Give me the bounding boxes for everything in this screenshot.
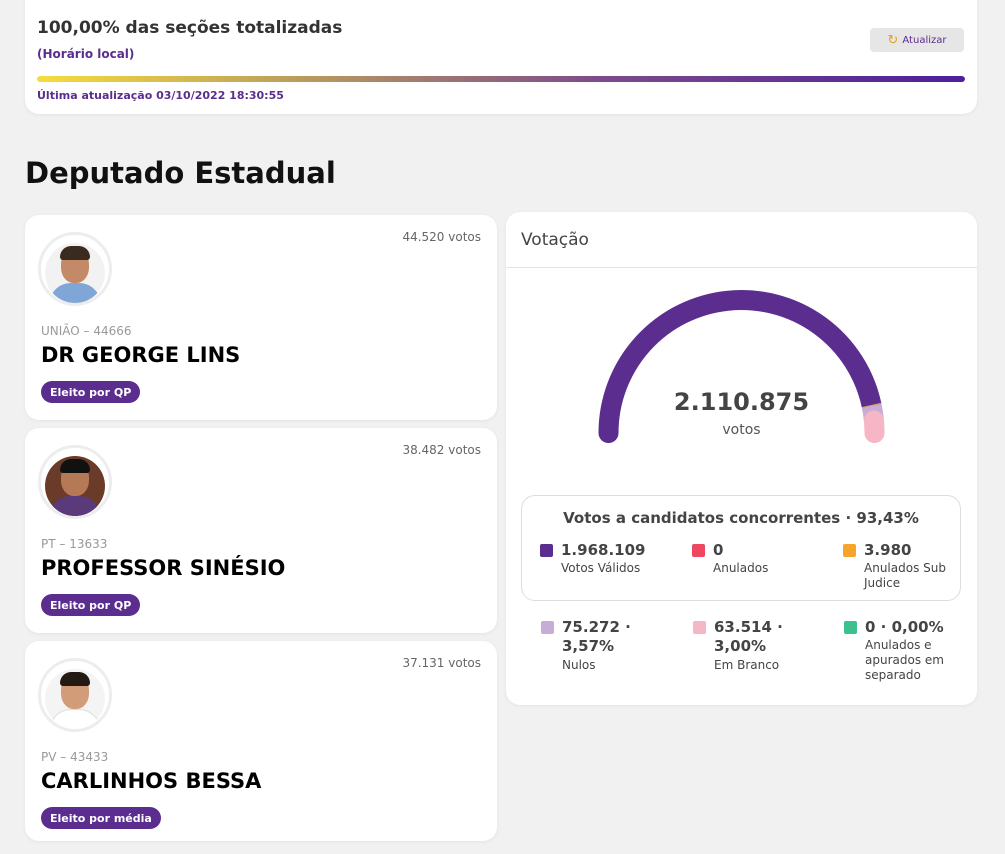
votes-summary-title: Votação: [521, 230, 589, 250]
candidate-card[interactable]: 44.520 votos UNIÃO – 44666 DR GEORGE LIN…: [25, 215, 497, 420]
votes-summary-card: Votação 2.110.875 votos Votos a candidat…: [506, 212, 977, 705]
totalization-status-card: 100,00% das seções totalizadas (Horário …: [25, 0, 977, 114]
gauge-segment-branco: [863, 410, 885, 443]
gauge-segment-validos: [598, 290, 882, 443]
section-title: Deputado Estadual: [25, 156, 336, 190]
candidate-party-number: PV – 43433: [41, 750, 109, 764]
candidate-card[interactable]: 38.482 votos PT – 13633 PROFESSOR SINÉSI…: [25, 428, 497, 633]
sub-judice-value: 3.980: [864, 541, 912, 559]
local-time-note: (Horário local): [37, 47, 135, 61]
total-votes-unit: votos: [722, 422, 761, 438]
candidate-photo: [38, 232, 112, 306]
candidate-photo: [38, 658, 112, 732]
candidate-party-number: UNIÃO – 44666: [41, 324, 132, 338]
progress-fill: [37, 76, 965, 82]
branco-swatch: [693, 621, 706, 634]
candidate-votes: 37.131 votos: [402, 656, 481, 670]
candidate-name: PROFESSOR SINÉSIO: [41, 556, 286, 580]
separado-value: 0 · 0,00%: [865, 618, 944, 636]
elected-badge: Eleito por QP: [41, 381, 141, 403]
refresh-icon: ↻: [887, 32, 899, 48]
validos-value: 1.968.109: [561, 541, 646, 559]
refresh-button[interactable]: ↻ Atualizar: [870, 28, 964, 52]
branco-value: 63.514 · 3,00%: [714, 618, 783, 655]
candidate-votes-box: Votos a candidatos concorrentes · 93,43%…: [521, 495, 961, 601]
validos-swatch: [540, 544, 553, 557]
candidate-party-number: PT – 13633: [41, 537, 108, 551]
separado-swatch: [844, 621, 857, 634]
nulos-value: 75.272 · 3,57%: [562, 618, 631, 655]
totalization-progress-bar: [37, 76, 965, 82]
anulados-label: Anulados: [713, 561, 769, 575]
anulados-swatch: [692, 544, 705, 557]
candidate-card[interactable]: 37.131 votos PV – 43433 CARLINHOS BESSA …: [25, 641, 497, 841]
candidate-votes-title: Votos a candidatos concorrentes · 93,43%: [563, 509, 919, 527]
nulos-label: Nulos: [562, 658, 596, 672]
separado-label: Anulados e apurados em separado: [865, 638, 944, 682]
gauge-segments: [598, 290, 885, 443]
votes-summary-header: Votação: [506, 212, 977, 268]
votes-gauge: [598, 290, 885, 443]
elected-badge: Eleito por média: [41, 807, 161, 829]
candidate-photo: [38, 445, 112, 519]
sub-judice-label: Anulados Sub Judice: [864, 561, 946, 590]
sub-judice-swatch: [843, 544, 856, 557]
candidate-name: DR GEORGE LINS: [41, 343, 241, 367]
nulos-swatch: [541, 621, 554, 634]
last-update-timestamp: Última atualização 03/10/2022 18:30:55: [37, 89, 284, 102]
candidate-name: CARLINHOS BESSA: [41, 769, 262, 793]
candidate-votes: 44.520 votos: [402, 230, 481, 244]
elected-badge: Eleito por QP: [41, 594, 141, 616]
total-votes: 2.110.875: [673, 388, 810, 416]
totalization-title: 100,00% das seções totalizadas: [37, 18, 343, 38]
candidate-votes: 38.482 votos: [402, 443, 481, 457]
refresh-label: Atualizar: [902, 34, 947, 46]
branco-label: Em Branco: [714, 658, 780, 672]
anulados-value: 0: [713, 541, 724, 559]
validos-label: Votos Válidos: [561, 561, 641, 575]
